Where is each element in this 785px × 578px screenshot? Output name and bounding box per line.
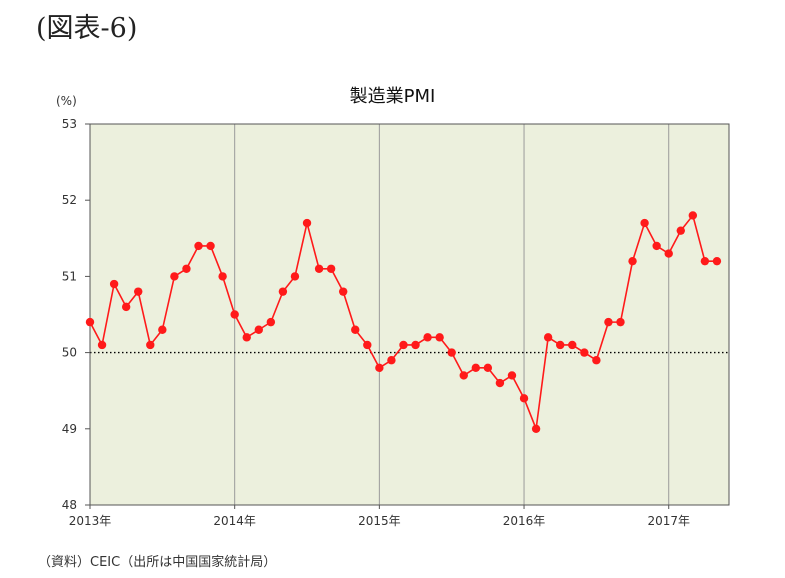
x-tick-label: 2014年	[213, 514, 256, 528]
data-point	[568, 340, 577, 350]
data-point	[266, 317, 276, 327]
data-point	[399, 340, 408, 350]
data-point	[314, 264, 324, 273]
y-tick-label: 49	[62, 422, 77, 436]
data-point	[616, 317, 625, 327]
data-point	[592, 356, 601, 365]
data-point	[652, 241, 661, 251]
data-point	[363, 340, 372, 350]
y-tick-label: 50	[62, 346, 77, 360]
data-point	[326, 264, 336, 273]
data-point	[230, 310, 239, 319]
y-axis: 48 49 50 51 52 53	[62, 117, 90, 512]
data-point	[170, 272, 179, 281]
data-point	[194, 241, 203, 251]
data-point	[351, 325, 360, 334]
data-point	[423, 333, 432, 342]
data-point	[182, 264, 191, 273]
data-point	[688, 211, 698, 220]
data-point	[121, 302, 131, 312]
data-point	[664, 249, 673, 258]
data-point	[507, 371, 517, 380]
data-point	[447, 348, 456, 357]
data-point	[435, 333, 444, 342]
data-point	[604, 317, 613, 327]
y-tick-label: 51	[62, 269, 77, 283]
data-point	[712, 256, 722, 266]
data-point	[302, 218, 312, 228]
data-point	[676, 226, 685, 235]
data-point	[640, 218, 649, 228]
y-axis-unit-label: (%)	[56, 94, 77, 108]
data-point	[387, 356, 396, 365]
data-point	[556, 340, 565, 350]
data-point	[254, 325, 263, 334]
plot-frame	[89, 123, 730, 506]
data-point	[290, 272, 300, 281]
data-point	[218, 272, 227, 281]
data-point	[531, 424, 541, 433]
data-point	[628, 256, 637, 266]
data-point	[134, 287, 143, 296]
data-point	[411, 340, 420, 350]
data-point	[580, 348, 589, 357]
data-point	[483, 363, 493, 373]
x-tick-label: 2015年	[358, 514, 401, 528]
data-point	[97, 340, 107, 350]
x-tick-label: 2017年	[647, 514, 690, 528]
data-point	[375, 363, 384, 373]
data-point	[242, 333, 251, 342]
data-point	[278, 287, 288, 296]
data-point	[158, 325, 167, 334]
x-axis: 2013年 2014年 2015年 2016年 2017年	[69, 505, 690, 528]
x-tick-label: 2013年	[69, 514, 112, 528]
y-tick-label: 48	[62, 498, 77, 512]
y-tick-label: 53	[62, 117, 77, 131]
data-point	[146, 340, 155, 350]
series-pmi	[85, 211, 722, 433]
data-point	[206, 241, 215, 251]
data-point	[109, 279, 119, 289]
data-point	[700, 256, 710, 266]
plot-area	[90, 124, 729, 505]
y-tick-label: 52	[62, 193, 77, 207]
chart-title: 製造業PMI	[349, 86, 436, 107]
x-tick-label: 2016年	[503, 514, 546, 528]
source-note: （資料）CEIC（出所は中国国家統計局）	[38, 555, 277, 570]
data-point	[85, 317, 95, 327]
data-point	[459, 371, 468, 380]
data-point	[519, 394, 529, 403]
data-point	[338, 287, 348, 296]
data-point	[543, 333, 553, 342]
data-point	[471, 363, 481, 373]
figure-label: (図表-6)	[36, 13, 138, 44]
data-point	[495, 378, 505, 388]
